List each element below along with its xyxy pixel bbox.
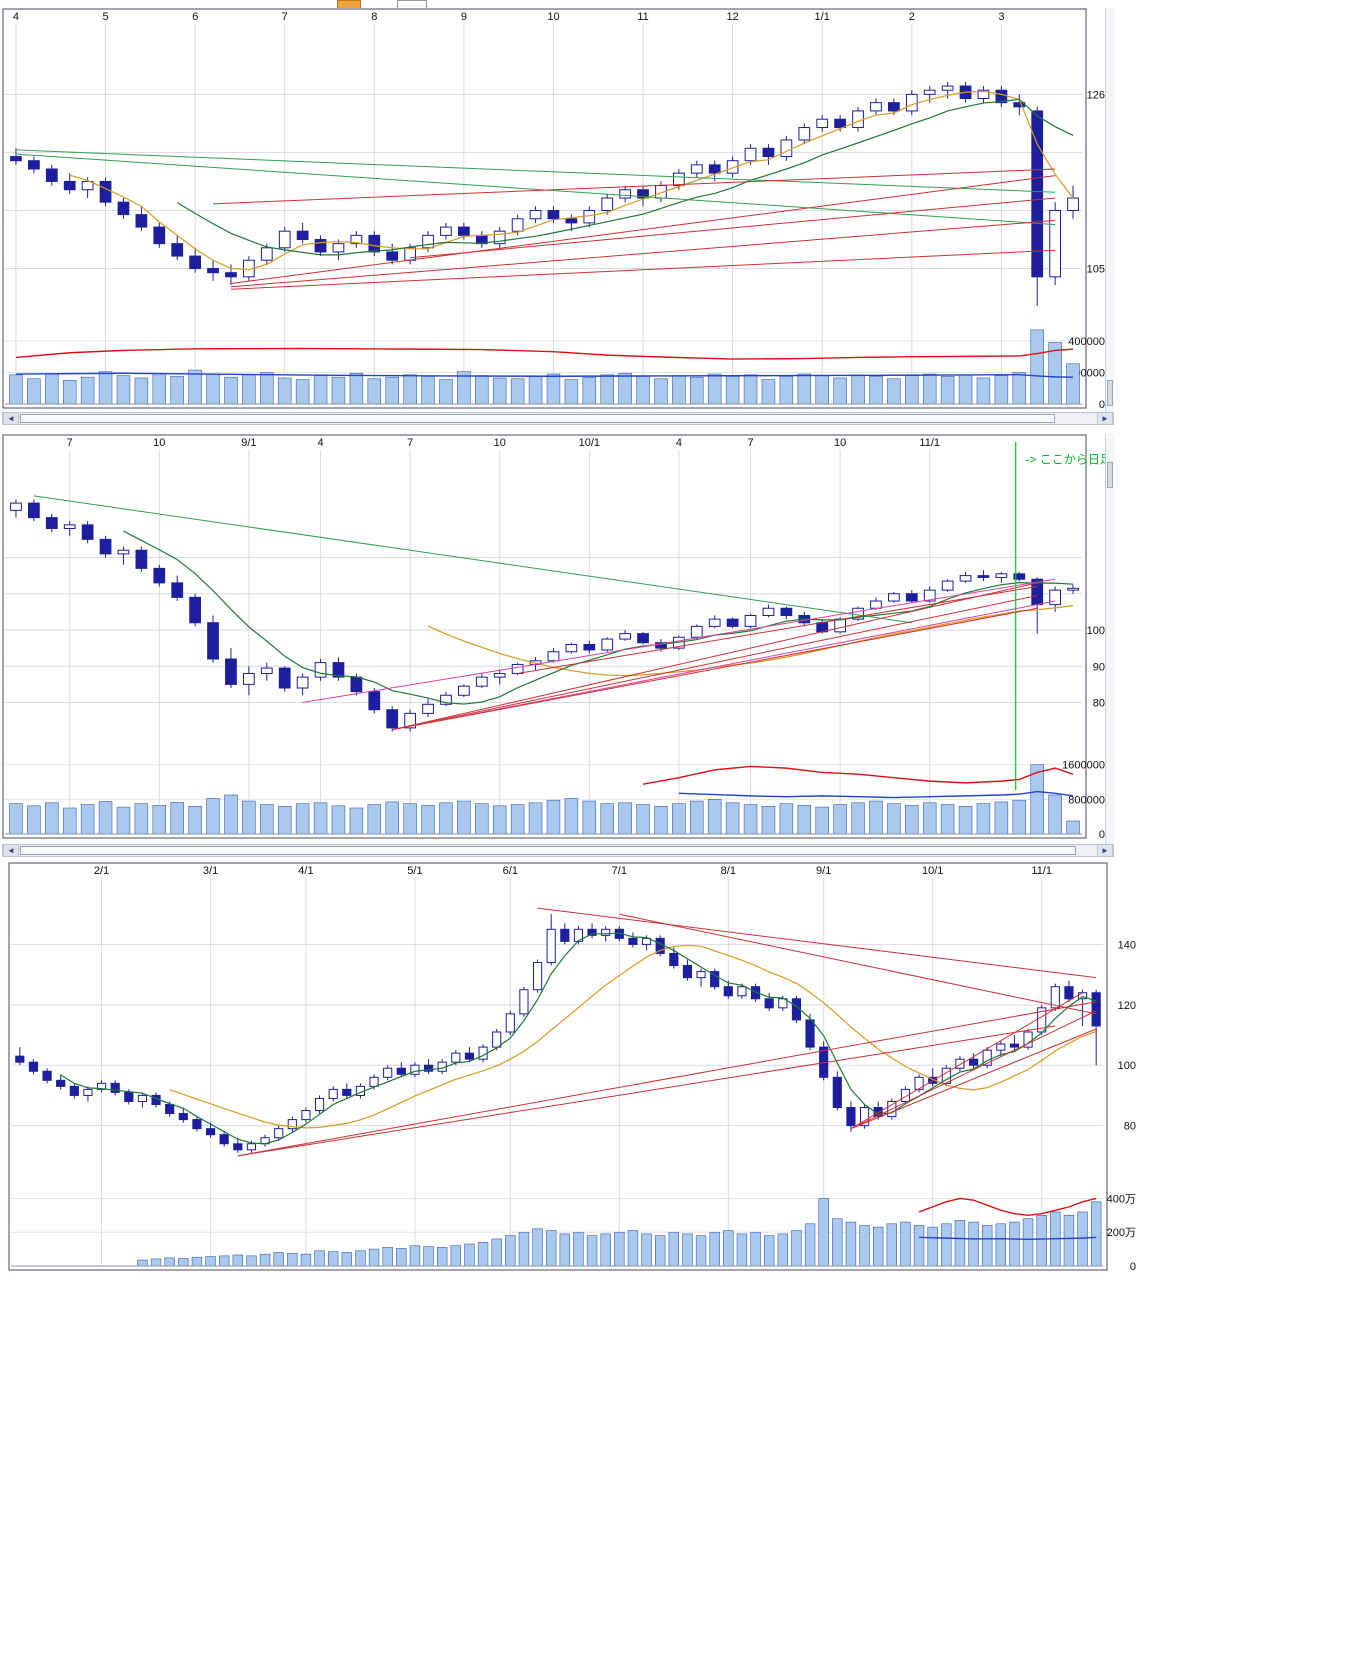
- candlestick-chart-weekly-long: 7 10 9/1 4 7 10 10/1 4 7 10 11/1 100 90 80 1600000 8000…: [2, 434, 1112, 841]
- scrollbar-thumb[interactable]: [20, 414, 1055, 423]
- svg-text:400万: 400万: [1107, 1193, 1136, 1205]
- svg-text:10: 10: [153, 437, 165, 449]
- svg-text:105: 105: [1087, 264, 1105, 276]
- svg-text:10/1: 10/1: [579, 437, 600, 449]
- scrollbar-track[interactable]: [19, 413, 1097, 424]
- svg-text:120: 120: [1118, 1000, 1136, 1012]
- svg-text:7: 7: [407, 437, 413, 449]
- scrollbar-thumb[interactable]: [20, 846, 1077, 855]
- candlestick-chart-daily: 2/1 3/1 4/1 5/1 6/1 7/1 8/1 9/1 10/1 11/1 140 120 10…: [8, 862, 1136, 1273]
- svg-text:126: 126: [1087, 89, 1105, 101]
- svg-text:4: 4: [676, 437, 682, 449]
- svg-text:7: 7: [67, 437, 73, 449]
- svg-text:9/1: 9/1: [241, 437, 256, 449]
- svg-text:12: 12: [727, 11, 739, 23]
- svg-text:140: 140: [1118, 939, 1136, 951]
- chart-panel-weekly-long: 7 10 9/1 4 7 10 10/1 4 7 10 11/1 100 90 80 1600000 8000…: [2, 434, 1114, 857]
- svg-text:0: 0: [1130, 1261, 1136, 1273]
- svg-text:400000: 400000: [1068, 336, 1105, 348]
- scrollbar-track[interactable]: [19, 845, 1097, 856]
- horizontal-scrollbar[interactable]: ◄ ►: [2, 844, 1114, 857]
- horizontal-scrollbar[interactable]: ◄ ►: [2, 412, 1114, 425]
- vertical-scrollbar[interactable]: [1105, 434, 1114, 844]
- svg-text:100: 100: [1087, 625, 1105, 637]
- svg-text:100: 100: [1118, 1060, 1136, 1072]
- vertical-scrollbar[interactable]: [1105, 8, 1114, 412]
- svg-text:0: 0: [1099, 399, 1105, 411]
- svg-text:2/1: 2/1: [94, 865, 109, 877]
- svg-text:11/1: 11/1: [1031, 865, 1052, 877]
- svg-text:4: 4: [317, 437, 323, 449]
- svg-text:9: 9: [461, 11, 467, 23]
- vertical-scrollbar-thumb[interactable]: [1107, 462, 1113, 488]
- svg-text:8/1: 8/1: [721, 865, 736, 877]
- svg-text:4/1: 4/1: [298, 865, 313, 877]
- svg-text:3/1: 3/1: [203, 865, 218, 877]
- svg-text:0: 0: [1099, 829, 1105, 841]
- svg-text:7/1: 7/1: [612, 865, 627, 877]
- svg-text:90: 90: [1093, 661, 1105, 673]
- svg-text:10: 10: [494, 437, 506, 449]
- svg-text:8: 8: [371, 11, 377, 23]
- scroll-right-button[interactable]: ►: [1097, 845, 1113, 856]
- svg-text:6: 6: [192, 11, 198, 23]
- svg-text:6/1: 6/1: [503, 865, 518, 877]
- svg-text:10: 10: [547, 11, 559, 23]
- scroll-right-button[interactable]: ►: [1097, 413, 1113, 424]
- svg-text:7: 7: [747, 437, 753, 449]
- svg-text:80: 80: [1124, 1121, 1136, 1133]
- svg-text:11/1: 11/1: [919, 437, 940, 449]
- chart-panel-weekly-recent: 4 5 6 7 8 9 10 11 12 1/1 2 3 126 105 400000 200000 0 ◄ ►: [2, 8, 1114, 425]
- svg-text:9/1: 9/1: [816, 865, 831, 877]
- svg-text:2: 2: [909, 11, 915, 23]
- svg-text:-> ここから日足: -> ここから日足: [1026, 452, 1112, 466]
- svg-text:11: 11: [637, 11, 648, 23]
- svg-text:1600000: 1600000: [1062, 760, 1105, 772]
- scroll-left-button[interactable]: ◄: [3, 413, 19, 424]
- svg-text:3: 3: [998, 11, 1004, 23]
- chart-panel-daily: 2/1 3/1 4/1 5/1 6/1 7/1 8/1 9/1 10/1 11/1 140 120 10…: [8, 862, 1138, 1276]
- svg-text:7: 7: [282, 11, 288, 23]
- svg-text:10/1: 10/1: [922, 865, 943, 877]
- svg-text:1/1: 1/1: [815, 11, 830, 23]
- svg-text:4: 4: [13, 11, 19, 23]
- svg-text:5: 5: [102, 11, 108, 23]
- svg-text:5/1: 5/1: [407, 865, 422, 877]
- svg-text:800000: 800000: [1068, 794, 1105, 806]
- svg-text:10: 10: [834, 437, 846, 449]
- vertical-scrollbar-thumb[interactable]: [1107, 380, 1113, 406]
- svg-text:200万: 200万: [1107, 1227, 1136, 1239]
- svg-text:80: 80: [1093, 698, 1105, 710]
- scroll-left-button[interactable]: ◄: [3, 845, 19, 856]
